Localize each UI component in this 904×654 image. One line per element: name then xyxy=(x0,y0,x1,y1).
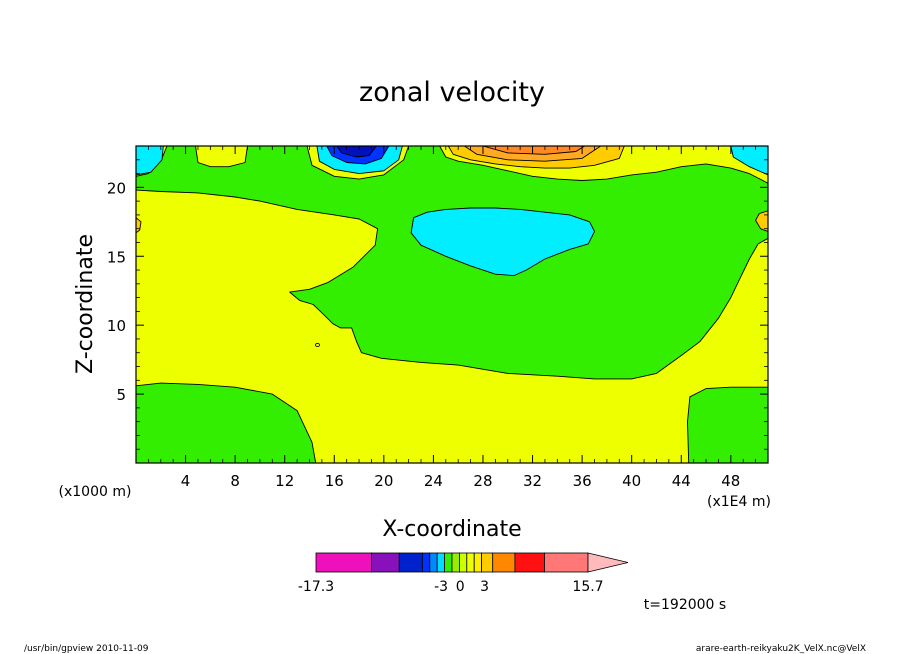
x-axis: 4 8 12 16 20 24 28 32 36 40 44 48 xyxy=(147,146,757,490)
contour-region-cyan xyxy=(136,146,164,176)
x-tick-label: 32 xyxy=(523,472,542,490)
chart-title: zonal velocity xyxy=(359,77,545,108)
x-tick-label: 44 xyxy=(672,472,691,490)
time-label: t=192000 s xyxy=(644,597,726,613)
contour-region-yellow-orange xyxy=(755,210,768,232)
x-axis-label: X-coordinate xyxy=(382,517,521,542)
y-axis-label: Z-coordinate xyxy=(73,234,98,374)
x-tick-label: 12 xyxy=(275,472,294,490)
x-tick-label: 8 xyxy=(230,472,240,490)
contour-region-green xyxy=(136,382,317,463)
footer-right: arare-earth-reikyaku2K_VelX.nc@VelX xyxy=(696,644,866,654)
x-tick-label: 40 xyxy=(622,472,641,490)
colorbar-segment xyxy=(451,552,460,573)
colorbar-segment xyxy=(466,552,475,573)
y-tick-label: 15 xyxy=(107,248,126,266)
contour-region-green xyxy=(687,386,768,463)
colorbar-segment xyxy=(514,552,545,573)
contour-region-cyan xyxy=(730,146,768,176)
x-tick-label: 48 xyxy=(721,472,740,490)
x-tick-label: 20 xyxy=(374,472,393,490)
y-axis: 5 10 15 20 xyxy=(107,159,768,450)
small-contour-loop xyxy=(315,342,320,348)
colorbar-segment xyxy=(492,552,516,573)
colorbar-extend-arrow xyxy=(587,552,629,573)
colorbar-segment xyxy=(398,552,423,573)
x-tick-label: 24 xyxy=(424,472,443,490)
x-unit-label: (x1E4 m) xyxy=(707,494,771,510)
colorbar-segment xyxy=(473,552,483,573)
colorbar-tick-label: -3 xyxy=(434,579,448,595)
y-tick-label: 20 xyxy=(107,179,126,197)
colorbar-segment xyxy=(315,552,372,573)
x-tick-label: 16 xyxy=(325,472,344,490)
footer-left: /usr/bin/gpview 2010-11-09 xyxy=(24,644,149,654)
colorbar-tick-label: 15.7 xyxy=(572,579,603,595)
contour-region-orange xyxy=(482,146,586,155)
x-tick-label: 28 xyxy=(473,472,492,490)
y-tick-label: 10 xyxy=(107,317,126,335)
colorbar-segment xyxy=(481,552,494,573)
contour-region-green xyxy=(136,146,768,380)
colorbar-segment xyxy=(444,552,453,573)
plot-frame xyxy=(135,145,769,464)
y-tick-label: 5 xyxy=(116,386,126,404)
colorbar-segment xyxy=(436,552,445,573)
colorbar-tick-label: -17.3 xyxy=(298,579,334,595)
y-unit-label: (x1000 m) xyxy=(59,484,132,500)
contour-regions xyxy=(136,146,768,463)
colorbar-segment xyxy=(459,552,468,573)
x-tick-label: 4 xyxy=(181,472,191,490)
colorbar-segment xyxy=(421,552,431,573)
colorbar-tick-label: 0 xyxy=(456,579,465,595)
colorbar-tick-label: 3 xyxy=(480,579,489,595)
colorbar-segment xyxy=(544,552,589,573)
x-tick-label: 36 xyxy=(573,472,592,490)
contour-region-cyan xyxy=(410,207,595,277)
colorbar-segment xyxy=(429,552,438,573)
colorbar-segment xyxy=(371,552,400,573)
colorbar: -17.3 -3 0 3 15.7 xyxy=(298,552,629,595)
